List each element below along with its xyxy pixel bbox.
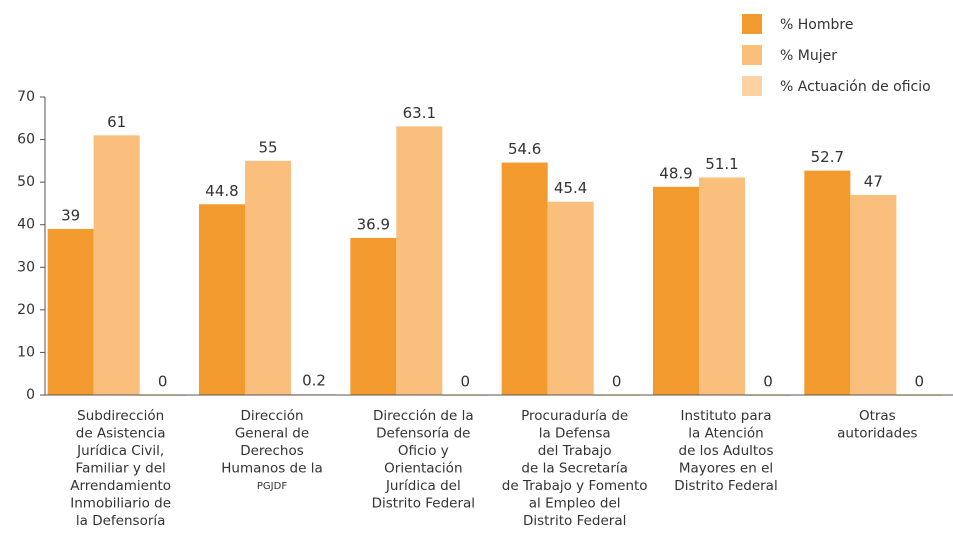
x-tick-label: PGJDF [257, 481, 287, 492]
value-label: 55 [258, 138, 277, 156]
value-label: 0 [763, 373, 773, 391]
x-tick-label: Defensoría de [376, 426, 470, 442]
value-label: 48.9 [659, 164, 692, 182]
legend-label: % Hombre [780, 17, 853, 33]
x-tick-label: Otras [859, 408, 896, 424]
legend-swatch [742, 45, 762, 65]
x-tick-label: la Defensa [539, 426, 611, 442]
bar [350, 237, 397, 395]
x-tick-label: autoridades [837, 426, 917, 442]
x-tick-label: General de [235, 426, 309, 442]
legend-label: % Mujer [780, 48, 837, 64]
legend-label: % Actuación de oficio [780, 79, 931, 95]
value-label: 0 [612, 373, 622, 391]
bar [804, 170, 851, 395]
x-tick-label: la Defensoría [76, 513, 166, 529]
value-label: 45.4 [554, 179, 587, 197]
value-label: 0.2 [302, 372, 326, 390]
legend-swatch [742, 76, 762, 96]
x-tick-label: al Empleo del [529, 496, 621, 512]
legend-swatch [742, 14, 762, 34]
bar [47, 228, 94, 395]
bar [93, 135, 140, 396]
value-label: 36.9 [357, 215, 390, 233]
value-label: 63.1 [403, 104, 436, 122]
x-tick-label: de Asistencia [76, 426, 166, 442]
value-label: 51.1 [705, 155, 738, 173]
y-tick-label: 20 [17, 302, 35, 318]
x-tick-label: Mayores en el [679, 461, 773, 477]
bar [199, 204, 245, 395]
bar [850, 194, 897, 395]
x-tick-label: Distrito Federal [523, 513, 626, 529]
x-tick-label: Dirección [240, 408, 303, 424]
y-tick-label: 40 [17, 217, 35, 233]
y-tick-label: 30 [17, 259, 35, 275]
x-tick-label: Procuraduría de [521, 408, 628, 424]
x-tick-label: Inmobiliario de [70, 496, 171, 512]
value-label: 54.6 [508, 140, 541, 158]
value-label: 0 [915, 373, 925, 391]
x-tick-label: Orientación [384, 461, 462, 477]
x-tick-label: Familiar y del [76, 461, 166, 477]
x-tick-label: Dirección de la [373, 408, 474, 424]
x-tick-label: Jurídica Civil, [76, 443, 164, 459]
x-tick-label: Oficio y [398, 443, 449, 459]
y-tick-label: 50 [17, 174, 35, 190]
value-label: 0 [461, 373, 471, 391]
x-tick-label: Subdirección [77, 408, 164, 424]
value-label: 0 [158, 373, 168, 391]
x-tick-label: la Atención [688, 426, 763, 442]
value-label: 44.8 [205, 182, 238, 200]
x-tick-label: Distrito Federal [674, 478, 777, 494]
bar [653, 186, 699, 395]
value-label: 39 [61, 206, 80, 224]
bar [501, 162, 548, 395]
x-tick-label: Humanos de la [221, 461, 322, 477]
x-tick-label: de los Adultos [679, 443, 774, 459]
y-tick-label: 10 [17, 344, 35, 360]
x-tick-label: Jurídica del [385, 478, 461, 494]
x-tick-label: de Trabajo y Fomento [502, 478, 648, 494]
x-tick-label: del Trabajo [538, 443, 612, 459]
x-tick-label: Arrendamiento [70, 478, 171, 494]
y-tick-label: 60 [17, 132, 35, 148]
value-label: 61 [107, 113, 126, 131]
x-tick-label: Distrito Federal [372, 496, 475, 512]
bar [547, 201, 594, 395]
value-label: 47 [864, 172, 883, 190]
x-tick-label: de la Secretaría [521, 461, 627, 477]
bar [396, 126, 443, 396]
y-tick-label: 70 [17, 89, 35, 105]
bar [699, 177, 745, 395]
value-label: 52.7 [811, 148, 844, 166]
y-tick-label: 0 [26, 387, 35, 403]
bar [245, 160, 291, 395]
x-tick-label: Derechos [240, 443, 304, 459]
x-tick-label: Instituto para [681, 408, 772, 424]
